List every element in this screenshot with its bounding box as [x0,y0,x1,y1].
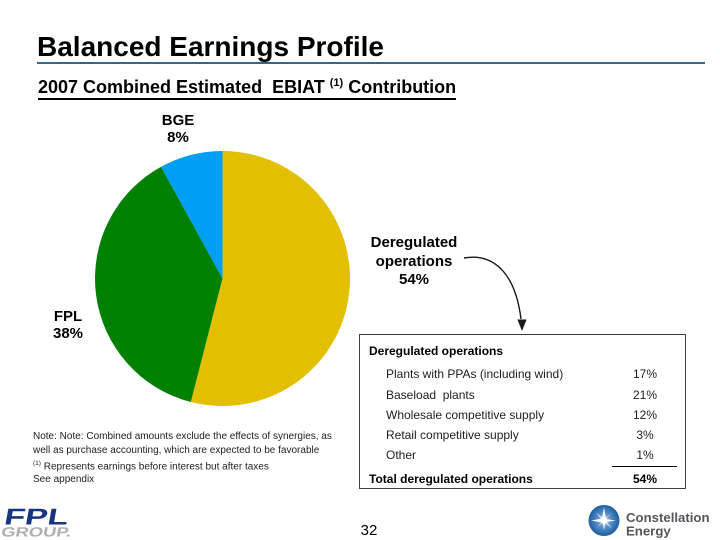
row-label: Retail competitive supply [386,428,519,442]
pie-label-fpl: FPL 38% [28,308,108,342]
total-overline [612,466,677,467]
pie-slice-fpl [95,166,223,402]
footnote-marker: (1) [33,460,41,467]
note-line1: Note: Note: Combined amounts exclude the… [33,431,332,442]
breakdown-header: Deregulated operations [369,344,504,358]
slide-title: Balanced Earnings Profile [37,31,384,62]
row-label: Wholesale competitive supply [386,408,545,422]
row-value: 21% [632,387,658,402]
table-total-row: Total deregulated operations 54% [369,471,677,487]
fpl-value: 38% [52,325,84,342]
slide-subtitle: 2007 Combined Estimated EBIAT (1) Contri… [38,77,457,100]
dereg-line3: 54% [398,271,430,288]
page-number: 32 [360,522,378,539]
bge-value: 8% [167,129,189,146]
constellation-text: Constellation [626,510,710,525]
bge-name: BGE [161,112,195,129]
see-appendix: See appendix [33,474,95,485]
row-value: 3% [636,428,654,442]
dereg-line2: operations [375,252,453,270]
constellation-starburst-icon [591,507,616,530]
table-row: Baseload plants 21% [386,388,677,402]
total-value: 54% [632,472,658,486]
subtitle-superscript: (1) [329,77,344,89]
total-label: Total deregulated operations [369,472,533,486]
dereg-line1: Deregulated [370,234,458,251]
subtitle-prefix: 2007 Combined Estimated EBIAT [38,77,330,97]
table-row: Plants with PPAs (including wind) 17% [386,367,677,381]
fpl-logo-text: FPL [2,504,71,530]
table-row: Other 1% [386,448,677,462]
fpl-group-text: GROUP. [0,525,73,540]
footnote: (1) Represents earnings before interest … [33,457,269,474]
callout-arrow-head [517,319,527,331]
constellation-energy-logo: Constellation Energy [588,505,710,539]
fpl-name: FPL [53,308,83,325]
note-paragraph: Note: Note: Combined amounts exclude the… [33,430,332,457]
table-row: Retail competitive supply 3% [386,428,677,442]
subtitle-suffix: Contribution [343,77,457,97]
callout-arrow [463,256,522,320]
pie-label-deregulated: Deregulated operations 54% [353,234,475,290]
breakdown-table: Deregulated operations Plants with PPAs … [359,334,686,489]
pie-slice-bge [161,151,223,279]
row-label: Other [386,448,417,462]
note-line2: well as purchase accounting, which are e… [33,444,320,456]
row-value: 12% [632,408,658,422]
energy-text: Energy [626,524,671,539]
footnote-text: Represents earnings before interest but … [40,461,269,473]
fpl-group-logo: FPL GROUP. [0,504,73,540]
row-label: Plants with PPAs (including wind) [386,367,564,381]
table-row: Wholesale competitive supply 12% [386,408,677,422]
row-label: Baseload plants [386,387,475,402]
pie-slice-deregulated-operations [190,151,351,407]
title-rule [37,62,705,64]
pie-label-bge: BGE 8% [138,112,218,146]
row-value: 1% [636,448,654,462]
row-value: 17% [632,367,658,381]
